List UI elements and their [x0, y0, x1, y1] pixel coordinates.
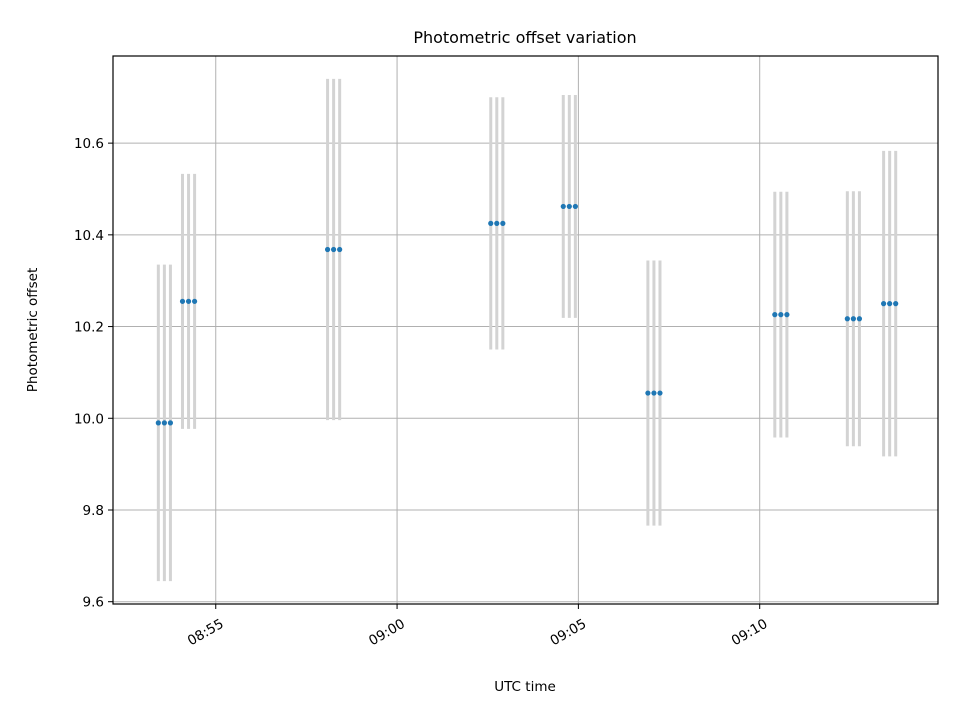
data-point [337, 246, 343, 253]
data-point [657, 390, 663, 396]
data-point [494, 220, 500, 226]
y-tick-label: 10.6 [74, 136, 104, 152]
data-point [161, 420, 167, 426]
y-tick-label: 10.2 [74, 320, 104, 336]
y-axis-label: Photometric offset [25, 268, 41, 392]
data-point [155, 420, 161, 426]
data-point [572, 203, 578, 210]
data-point [893, 301, 899, 307]
data-point [850, 316, 856, 322]
y-tick-label: 9.6 [83, 595, 104, 611]
grid [113, 56, 938, 604]
data-point [488, 220, 494, 226]
data-point [651, 390, 657, 396]
data-point [772, 312, 778, 318]
data-point [331, 246, 337, 253]
data-point [784, 312, 790, 318]
plot-frame [112, 55, 939, 605]
chart-title: Photometric offset variation [413, 28, 636, 47]
data-point [324, 246, 331, 253]
data-point [844, 316, 850, 322]
data-point [167, 420, 174, 426]
data-point [566, 203, 572, 210]
data-point [881, 301, 887, 307]
x-axis-label: UTC time [494, 679, 556, 695]
y-tick-label: 9.8 [83, 503, 104, 519]
data-point [560, 203, 566, 210]
data-point [185, 298, 192, 304]
data-point [778, 312, 784, 318]
data-point [191, 298, 198, 304]
data-point [645, 390, 651, 396]
data-point [887, 301, 893, 307]
y-tick-label: 10.4 [74, 228, 104, 244]
data-points [155, 203, 899, 426]
data-point [856, 316, 863, 322]
y-tick-label: 10.0 [74, 411, 104, 427]
data-point [179, 298, 186, 304]
y-axis-ticks: 9.6 9.8 10.0 10.2 10.4 10.6 [74, 136, 113, 611]
data-point [500, 220, 506, 226]
